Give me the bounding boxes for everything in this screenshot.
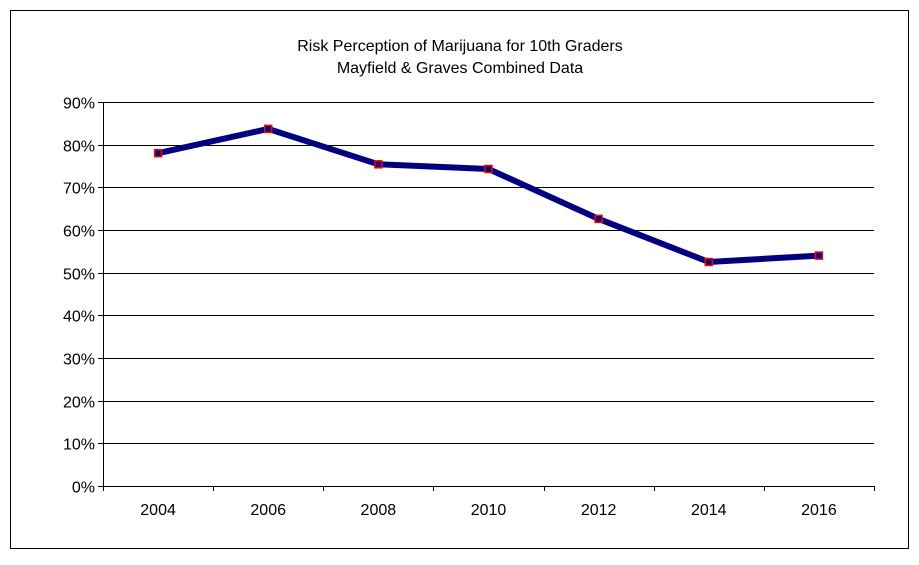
chart-title-line-2: Mayfield & Graves Combined Data	[337, 60, 583, 77]
data-point-marker	[814, 251, 824, 260]
series-layer	[153, 124, 824, 267]
data-point-marker	[263, 124, 273, 134]
chart-border	[10, 10, 909, 549]
y-axis-tick-labels: 0% 10% 20% 30% 40% 50% 60% 70% 80% 90%	[63, 96, 95, 497]
x-tick-label: 2008	[361, 502, 397, 519]
data-point-marker	[704, 257, 714, 267]
y-tick-label: 20%	[63, 395, 95, 412]
y-tick-label: 40%	[63, 309, 95, 326]
y-tick-label: 60%	[63, 224, 95, 241]
y-tick-label: 50%	[63, 267, 95, 284]
y-tick-label: 30%	[63, 352, 95, 369]
x-tick-label: 2014	[691, 502, 727, 519]
x-tick-label: 2010	[471, 502, 507, 519]
x-tick-label: 2004	[140, 502, 176, 519]
axes	[98, 102, 875, 491]
y-tick-label: 90%	[63, 96, 95, 113]
data-point-marker	[484, 164, 493, 174]
data-point-marker	[594, 214, 603, 224]
x-tick-label: 2012	[581, 502, 617, 519]
y-tick-label: 10%	[63, 437, 95, 454]
x-axis-tick-labels: 2004 2006 2008 2010 2012 2014 2016	[140, 502, 837, 519]
y-tick-label: 0%	[72, 480, 95, 497]
data-point-marker	[374, 160, 383, 169]
y-tick-label: 80%	[63, 139, 95, 156]
y-tick-label: 70%	[63, 181, 95, 198]
data-point-marker	[153, 148, 163, 158]
chart-title-line-1: Risk Perception of Marijuana for 10th Gr…	[297, 38, 622, 55]
x-tick-label: 2006	[250, 502, 286, 519]
gridlines	[103, 102, 874, 444]
x-tick-label: 2016	[801, 502, 837, 519]
